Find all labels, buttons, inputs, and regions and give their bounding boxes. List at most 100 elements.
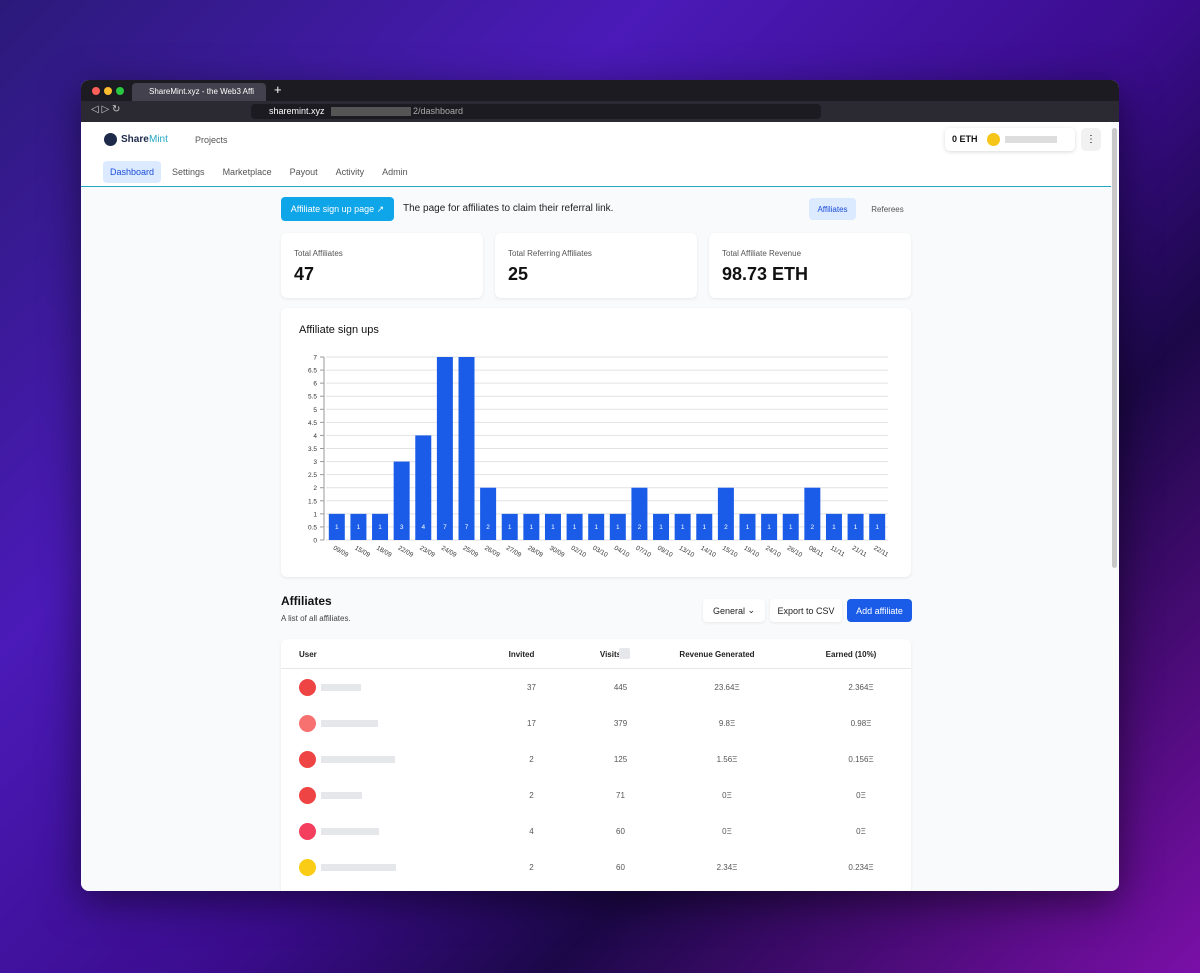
x-tick-label: 19/10 xyxy=(743,545,761,559)
minimize-dot[interactable] xyxy=(104,87,112,95)
sort-icon[interactable] xyxy=(619,648,630,659)
projects-link[interactable]: Projects xyxy=(195,135,228,145)
bar-value-label: 1 xyxy=(357,524,361,531)
bar xyxy=(717,487,734,540)
table-cell: 2 xyxy=(529,863,534,872)
table-cell: 60 xyxy=(616,827,625,836)
bar-value-label: 1 xyxy=(594,524,598,531)
table-cell: 9.8Ξ xyxy=(718,719,736,728)
table-cell: 2 xyxy=(529,791,534,800)
x-tick-label: 18/09 xyxy=(375,545,393,559)
column-header: User xyxy=(299,650,317,659)
stat-card: Total Affiliate Revenue 98.73 ETH xyxy=(709,233,911,298)
nav-tab[interactable]: Marketplace xyxy=(222,167,272,177)
bar xyxy=(480,487,497,540)
x-tick-label: 26/09 xyxy=(483,545,501,559)
bar-value-label: 1 xyxy=(767,524,771,531)
bar-value-label: 1 xyxy=(832,524,836,531)
affiliates-toggle[interactable]: Affiliates xyxy=(809,198,856,220)
y-tick-label: 0.5 xyxy=(308,524,317,531)
table-cell: 125 xyxy=(613,755,628,764)
signup-page-button[interactable]: Affiliate sign up page ↗ xyxy=(281,197,394,221)
url-host: sharemint.xyz xyxy=(269,106,325,116)
referees-toggle[interactable]: Referees xyxy=(871,204,904,214)
bar xyxy=(609,513,626,540)
url-path: 2/dashboard xyxy=(413,106,464,116)
url-blur xyxy=(331,107,411,116)
tab-bar: ShareMint.xyz - the Web3 Affi + xyxy=(81,80,1119,101)
address-bar: ◁ ▷ ↻ sharemint.xyz 2/dashboard xyxy=(81,101,1119,122)
export-button[interactable]: Export to CSV xyxy=(770,599,842,622)
menu-button[interactable]: ⋮ xyxy=(1081,128,1101,151)
x-tick-label: 24/10 xyxy=(764,545,782,559)
add-affiliate-button[interactable]: Add affiliate xyxy=(847,599,912,622)
table-cell: 0Ξ xyxy=(856,827,866,836)
browser-window: ShareMint.xyz - the Web3 Affi + ◁ ▷ ↻ sh… xyxy=(81,80,1119,891)
new-tab[interactable]: + xyxy=(274,82,282,97)
y-tick-label: 5 xyxy=(313,407,317,414)
chart: Affiliate sign ups 0 0.5 1 1.5 2 2.5 3 3.5 4 4.5 5 5… xyxy=(299,324,890,559)
bar xyxy=(804,487,821,540)
zoom-dot[interactable] xyxy=(116,87,124,95)
nav-tab[interactable]: Settings xyxy=(172,167,205,177)
bar-value-label: 1 xyxy=(530,524,534,531)
x-tick-label: 02/10 xyxy=(570,545,588,559)
active-tab[interactable]: ShareMint.xyz - the Web3 Affi xyxy=(132,83,266,101)
nav-buttons[interactable]: ◁ ▷ ↻ xyxy=(91,104,121,115)
table-cell: 2.34Ξ xyxy=(716,863,738,872)
user-name-blur xyxy=(321,864,396,871)
bar xyxy=(825,513,842,540)
bar xyxy=(372,513,389,540)
bar xyxy=(847,513,864,540)
app: Share Mint Projects 0 ETH ⋮ Dashboard Set… xyxy=(81,122,1119,891)
user-avatar xyxy=(299,787,316,804)
close-dot[interactable] xyxy=(92,87,100,95)
y-tick-label: 6.5 xyxy=(308,368,317,375)
nav-tab[interactable]: Payout xyxy=(289,167,318,177)
bar-value-label: 1 xyxy=(702,524,706,531)
bar-value-label: 1 xyxy=(508,524,512,531)
stat-card: Total Affiliates 47 xyxy=(281,233,483,298)
user-avatar xyxy=(299,715,316,732)
stat-value: 25 xyxy=(508,264,529,284)
wallet-button[interactable]: 0 ETH xyxy=(945,128,1075,151)
app-header: Share Mint Projects 0 ETH ⋮ Dashboard Set… xyxy=(81,122,1111,187)
affiliates-table: User Invited Visits Revenue Generated Earned… xyxy=(281,639,911,891)
table-cell: 0Ξ xyxy=(722,791,732,800)
user-avatar xyxy=(299,751,316,768)
x-tick-label: 15/09 xyxy=(353,545,371,559)
column-header[interactable]: Visits xyxy=(599,650,622,659)
filter-select[interactable]: General ⌄ xyxy=(703,599,765,622)
bar xyxy=(458,357,475,540)
x-tick-label: 30/09 xyxy=(548,545,566,559)
url-field[interactable]: sharemint.xyz 2/dashboard xyxy=(251,104,821,119)
user-avatar xyxy=(299,823,316,840)
bar xyxy=(696,513,713,540)
bar-value-label: 3 xyxy=(400,524,404,531)
table-cell: 0Ξ xyxy=(856,791,866,800)
x-tick-label: 09/09 xyxy=(332,545,350,559)
nav-tab[interactable]: Admin xyxy=(382,167,408,177)
bar-value-label: 1 xyxy=(616,524,620,531)
bar-value-label: 2 xyxy=(638,524,642,531)
bar-value-label: 1 xyxy=(335,524,339,531)
y-tick-label: 4.5 xyxy=(308,420,317,427)
scrollbar xyxy=(1112,128,1117,568)
table-header xyxy=(281,639,911,669)
bar xyxy=(501,513,518,540)
table-cell: 2.364Ξ xyxy=(848,683,874,692)
table-cell: 23.64Ξ xyxy=(714,683,740,692)
tab-title: ShareMint.xyz - the Web3 Affi xyxy=(149,87,255,96)
table-cell: 0.234Ξ xyxy=(848,863,874,872)
nav-tabs: Dashboard Settings Marketplace Payout Activi… xyxy=(103,161,419,183)
user-name-blur xyxy=(321,720,378,727)
x-tick-label: 07/10 xyxy=(634,545,652,559)
wallet-avatar xyxy=(987,133,1000,146)
nav-tab[interactable]: Dashboard xyxy=(103,161,162,183)
x-tick-label: 14/10 xyxy=(699,545,717,559)
column-header: Revenue Generated xyxy=(679,650,755,659)
y-tick-label: 1.5 xyxy=(308,498,317,505)
user-name-blur xyxy=(321,684,361,691)
nav-tab[interactable]: Activity xyxy=(335,167,365,177)
